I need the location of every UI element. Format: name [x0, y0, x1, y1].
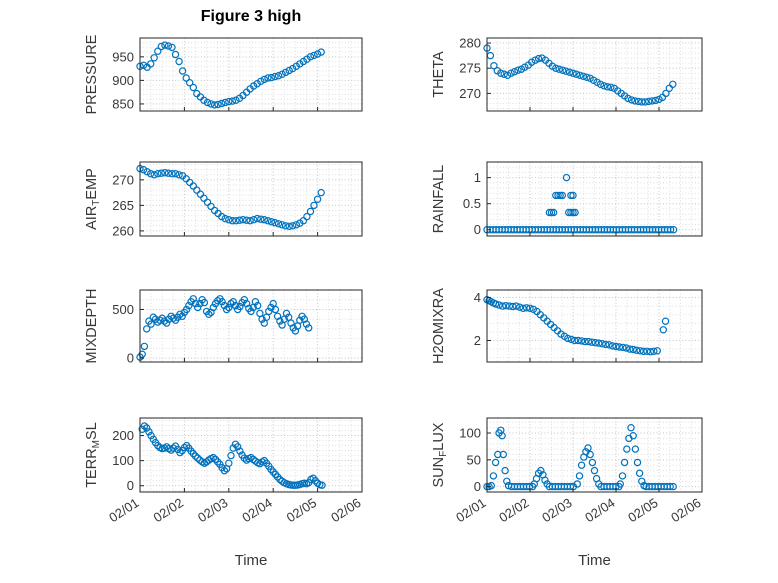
svg-text:02/05: 02/05: [625, 495, 660, 525]
svg-text:02/03: 02/03: [539, 495, 574, 525]
svg-text:02/04: 02/04: [239, 495, 274, 525]
svg-text:900: 900: [112, 73, 134, 88]
svg-text:850: 850: [112, 96, 134, 111]
svg-text:100: 100: [459, 426, 481, 441]
svg-text:02/01: 02/01: [106, 495, 141, 525]
svg-text:275: 275: [459, 61, 481, 76]
svg-text:02/02: 02/02: [496, 495, 531, 525]
svg-text:0: 0: [474, 222, 481, 237]
svg-text:02/02: 02/02: [151, 495, 186, 525]
svg-text:02/06: 02/06: [328, 495, 363, 525]
svg-text:950: 950: [112, 49, 134, 64]
svg-text:SUNFLUX: SUNFLUX: [431, 422, 449, 487]
svg-text:MIXDEPTH: MIXDEPTH: [84, 289, 100, 364]
subplot-theta: 270 275 280 THETA: [431, 36, 703, 112]
svg-text:4: 4: [474, 290, 481, 305]
svg-text:260: 260: [112, 223, 134, 238]
svg-text:02/04: 02/04: [582, 495, 617, 525]
x-axis-label-left: Time: [234, 552, 268, 569]
svg-text:02/06: 02/06: [668, 495, 703, 525]
svg-text:0: 0: [474, 479, 481, 494]
svg-text:50: 50: [467, 452, 481, 467]
svg-text:PRESSURE: PRESSURE: [84, 34, 100, 114]
subplot-terrmsl: 0 100 200 02/01 02/02 02/03 02/04 02/05 02/06 TER…: [84, 417, 364, 525]
svg-text:THETA: THETA: [431, 51, 447, 98]
subplot-mixdepth: 0 500 MIXDEPTH: [84, 289, 363, 366]
subplot-pressure: 850 900 950 PRESSURE: [84, 34, 363, 114]
x-axis-label-right: Time: [578, 552, 611, 569]
svg-text:AIRTEMP: AIRTEMP: [84, 168, 102, 230]
svg-text:2: 2: [474, 333, 481, 348]
svg-text:100: 100: [112, 453, 134, 468]
svg-text:200: 200: [112, 428, 134, 443]
svg-text:270: 270: [112, 172, 134, 187]
figure-title: Figure 3 high: [200, 8, 302, 25]
subplot-airtemp: 260 265 270 AIRTEMP: [84, 161, 363, 238]
svg-text:500: 500: [112, 302, 134, 317]
svg-text:RAINFALL: RAINFALL: [431, 165, 447, 234]
svg-text:02/05: 02/05: [284, 495, 319, 525]
subplot-h2omixra: 2 4 H2OMIXRA: [431, 288, 703, 364]
svg-text:265: 265: [112, 198, 134, 213]
svg-text:0: 0: [127, 478, 134, 493]
subplot-sunflux: 0 50 100 02/01 02/02 02/03 02/04 02/05 02/06 SUNF…: [431, 417, 704, 525]
svg-text:270: 270: [459, 86, 481, 101]
svg-text:1: 1: [474, 170, 481, 185]
svg-text:280: 280: [459, 36, 481, 51]
svg-text:02/01: 02/01: [453, 495, 488, 525]
subplot-rainfall: 0 0.5 1 RAINFALL: [431, 161, 703, 237]
svg-text:0: 0: [127, 351, 134, 366]
svg-text:TERRMSL: TERRMSL: [84, 422, 102, 488]
svg-text:02/03: 02/03: [195, 495, 230, 525]
svg-text:H2OMIXRA: H2OMIXRA: [431, 288, 447, 364]
svg-text:0.5: 0.5: [463, 196, 481, 211]
